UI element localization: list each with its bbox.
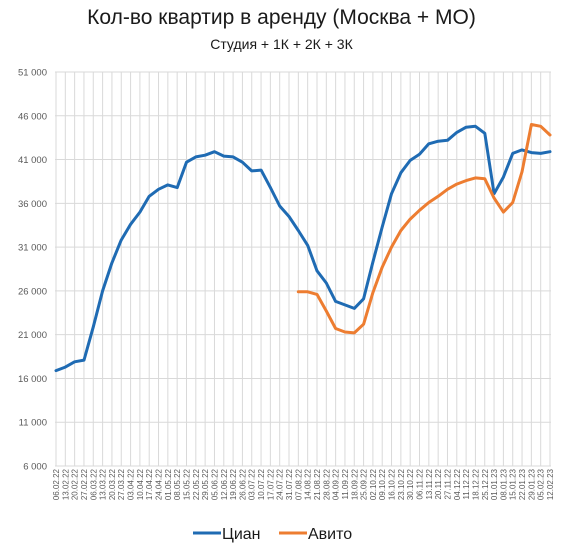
- x-tick-label: 30.10.22: [406, 468, 415, 500]
- x-tick-label: 08.01.23: [499, 468, 508, 500]
- x-tick-label: 27.03.22: [117, 468, 126, 500]
- x-tick-label: 15.05.22: [182, 468, 191, 500]
- x-tick-label: 21.08.22: [313, 468, 322, 500]
- x-tick-label: 31.07.22: [285, 468, 294, 500]
- x-tick-label: 25.12.22: [481, 468, 490, 500]
- y-tick-label: 51 000: [18, 68, 47, 79]
- series-line-1: [54, 124, 552, 373]
- x-tick-label: 01.01.23: [490, 468, 499, 500]
- x-tick-label: 03.07.22: [248, 468, 257, 500]
- legend-label-2: Авито: [308, 526, 352, 543]
- x-tick-label: 13.11.22: [425, 468, 434, 499]
- x-tick-label: 25.09.22: [360, 468, 369, 500]
- x-tick-label: 07.08.22: [294, 468, 303, 500]
- x-tick-label: 19.06.22: [229, 468, 238, 500]
- x-tick-label: 26.06.22: [238, 468, 247, 500]
- x-tick-label: 10.04.22: [136, 468, 145, 500]
- x-tick-label: 27.11.22: [443, 468, 452, 499]
- y-tick-label: 36 000: [18, 199, 47, 210]
- x-tick-label: 11.12.22: [462, 468, 471, 499]
- y-tick-label: 31 000: [18, 243, 47, 254]
- x-tick-label: 06.11.22: [416, 468, 425, 499]
- x-tick-label: 08.05.22: [173, 468, 182, 500]
- x-tick-label: 10.07.22: [257, 468, 266, 500]
- x-tick-label: 03.04.22: [127, 468, 136, 500]
- x-tick-label: 24.07.22: [276, 468, 285, 500]
- x-tick-label: 24.04.22: [155, 468, 164, 500]
- legend-label-1: Циан: [222, 526, 261, 543]
- x-tick-label: 13.02.22: [61, 468, 70, 500]
- x-tick-label: 17.04.22: [145, 468, 154, 500]
- x-tick-label: 04.09.22: [332, 468, 341, 500]
- chart-subtitle: Студия + 1К + 2К + 3К: [210, 36, 353, 52]
- y-tick-label: 6 000: [23, 462, 47, 473]
- y-tick-label: 46 000: [18, 111, 47, 122]
- x-tick-label: 06.02.22: [52, 468, 61, 500]
- x-tick-label: 22.01.23: [518, 468, 527, 500]
- x-tick-label: 18.09.22: [350, 468, 359, 500]
- x-tick-label: 09.10.22: [378, 468, 387, 500]
- x-tick-label: 23.10.22: [397, 468, 406, 500]
- y-tick-label: 26 000: [18, 286, 47, 297]
- x-tick-label: 16.10.22: [388, 468, 397, 500]
- x-tick-label: 28.08.22: [322, 468, 331, 500]
- y-tick-label: 16 000: [18, 374, 47, 385]
- x-tick-label: 01.05.22: [164, 468, 173, 500]
- x-tick-label: 20.11.22: [434, 468, 443, 499]
- series-line-2: [296, 123, 552, 335]
- x-tick-label: 18.12.22: [471, 468, 480, 500]
- x-tick-label: 12.02.23: [546, 468, 555, 500]
- x-tick-label: 05.02.23: [537, 468, 546, 500]
- chart-title: Кол-во квартир в аренду (Москва + МО): [87, 6, 476, 29]
- x-tick-label: 20.02.22: [71, 468, 80, 500]
- x-tick-label: 27.02.22: [80, 468, 89, 500]
- y-tick-label: 41 000: [18, 155, 47, 166]
- y-tick-label: 21 000: [18, 330, 47, 341]
- x-tick-label: 11.09.22: [341, 468, 350, 499]
- x-tick-label: 29.05.22: [201, 468, 210, 500]
- x-tick-label: 29.01.23: [527, 468, 536, 500]
- x-tick-label: 14.08.22: [304, 468, 313, 500]
- x-tick-label: 20.03.22: [108, 468, 117, 500]
- x-tick-label: 05.06.22: [210, 468, 219, 500]
- y-tick-label: 11 000: [19, 418, 47, 429]
- x-tick-label: 06.03.22: [89, 468, 98, 500]
- x-tick-label: 12.06.22: [220, 468, 229, 500]
- x-tick-label: 02.10.22: [369, 468, 378, 500]
- x-tick-label: 15.01.23: [509, 468, 518, 500]
- x-tick-label: 22.05.22: [192, 468, 201, 500]
- x-tick-label: 17.07.22: [266, 468, 275, 500]
- x-tick-label: 13.03.22: [99, 468, 108, 500]
- x-tick-label: 04.12.22: [453, 468, 462, 500]
